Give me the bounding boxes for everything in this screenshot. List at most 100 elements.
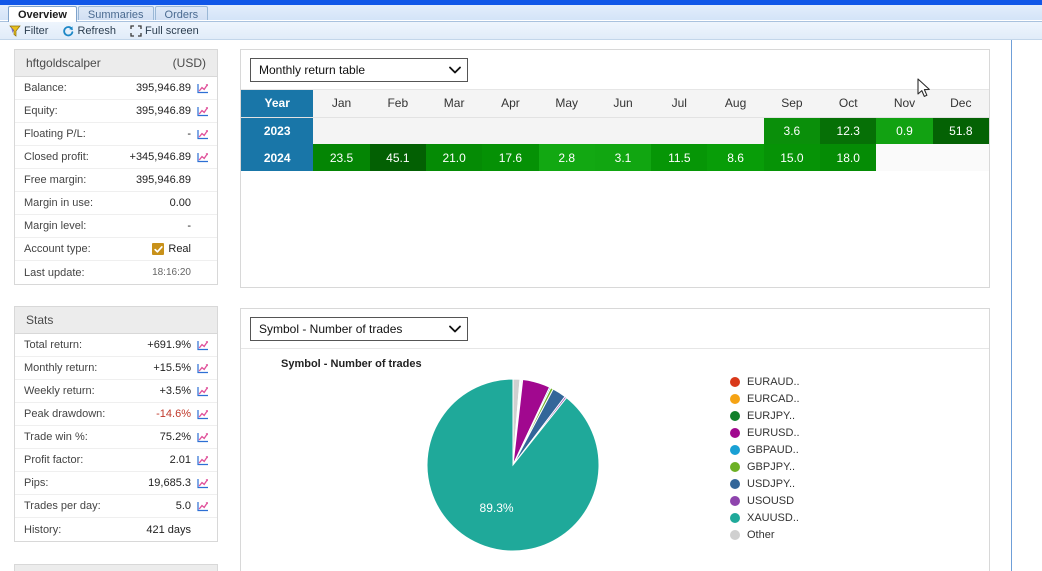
legend-label: Other [747, 528, 775, 541]
monthly-table-year-cell: 2024 [241, 144, 314, 171]
tab-orders[interactable]: Orders [154, 6, 209, 22]
account-row-list: Balance: 395,946.89 Equity: 395,946.89 Float… [15, 77, 217, 284]
stat-row: Monthly return: +15.5% [15, 357, 217, 380]
trend-chart-icon[interactable] [195, 152, 211, 163]
stat-row: Pips: 19,685.3 [15, 472, 217, 495]
filter-icon [9, 25, 21, 37]
account-value: 0.00 [169, 197, 191, 209]
trend-chart-icon[interactable] [195, 386, 211, 397]
monthly-table-cell: 21.0 [425, 144, 483, 171]
stat-label: Weekly return: [24, 385, 95, 397]
trend-chart-icon[interactable] [195, 106, 211, 117]
trend-chart-icon[interactable] [195, 455, 211, 466]
monthly-table-col-header: Mar [425, 90, 483, 118]
legend-label: USDJPY.. [747, 477, 796, 490]
monthly-view-select[interactable]: Monthly return table [250, 57, 468, 82]
account-label: Last update: [24, 266, 85, 279]
tab-overview[interactable]: Overview [8, 6, 77, 22]
pie-select-bar: Symbol - Number of trades [241, 309, 989, 349]
trend-chart-icon[interactable] [195, 478, 211, 489]
pie-legend-item[interactable]: EURCAD.. [730, 390, 800, 407]
monthly-table-row: 2023 3.6 12.3 0.9 51.8 [241, 117, 989, 144]
trend-chart-icon[interactable] [195, 409, 211, 420]
pie-legend-item[interactable]: EURUSD.. [730, 424, 800, 441]
account-type-checkbox[interactable] [152, 243, 165, 255]
stat-row: Total return: +691.9% [15, 334, 217, 357]
tab-label: Summaries [87, 8, 144, 21]
pie-slice[interactable] [426, 378, 600, 552]
monthly-table-col-header: Oct [820, 90, 877, 118]
monthly-table-col-header: Feb [369, 90, 426, 118]
stats-card-header: Stats [15, 307, 217, 334]
stat-label: Pips: [24, 477, 49, 489]
pie-legend-item[interactable]: USOUSD [730, 492, 800, 509]
monthly-table-cell: 2.8 [538, 144, 595, 171]
trend-chart-icon[interactable] [195, 83, 211, 94]
chevron-down-icon [449, 63, 461, 77]
account-row: Last update: 18:16:20 [15, 261, 217, 284]
pie-legend-item[interactable]: Other [730, 526, 800, 543]
chevron-down-icon [449, 322, 461, 336]
legend-label: GBPAUD.. [747, 443, 799, 456]
pie-legend-item[interactable]: EURAUD.. [730, 373, 800, 390]
legend-label: EURJPY.. [747, 409, 796, 422]
tab-strip: Overview Summaries Orders [0, 5, 1042, 22]
monthly-table-cell: 0.9 [876, 117, 933, 144]
account-label: Margin in use: [24, 197, 94, 209]
pie-view-select[interactable]: Symbol - Number of trades [250, 316, 468, 341]
stat-label: Trades per day: [24, 500, 101, 512]
monthly-table-cell [369, 117, 426, 144]
account-row: Free margin: 395,946.89 [15, 169, 217, 192]
pie-legend-item[interactable]: GBPJPY.. [730, 458, 800, 475]
filter-button[interactable]: Filter [9, 25, 48, 37]
monthly-table-col-header: Sep [763, 90, 821, 118]
stat-value: 2.01 [169, 454, 191, 466]
fullscreen-button[interactable]: Full screen [130, 25, 199, 37]
trend-chart-icon[interactable] [195, 340, 211, 351]
pie-chart-area: Symbol - Number of trades 89.3% EURAUD..… [241, 349, 989, 571]
legend-label: EURAUD.. [747, 375, 800, 388]
monthly-table-cell: 17.6 [482, 144, 539, 171]
pie-legend-item[interactable]: GBPAUD.. [730, 441, 800, 458]
pie-view-value: Symbol - Number of trades [259, 321, 403, 336]
trend-chart-icon[interactable] [195, 129, 211, 140]
stats-title: Stats [26, 313, 54, 327]
account-value: - [187, 128, 191, 140]
monthly-table-col-header: Jul [651, 90, 708, 118]
monthly-table-col-header: Jun [594, 90, 652, 118]
monthly-table-cell: 51.8 [932, 117, 989, 144]
tab-summaries[interactable]: Summaries [77, 6, 154, 22]
account-row: Equity: 395,946.89 [15, 100, 217, 123]
account-row: Account type: Real [15, 238, 217, 261]
pie-legend-item[interactable]: EURJPY.. [730, 407, 800, 424]
account-label: Free margin: [24, 174, 87, 186]
account-row: Margin in use: 0.00 [15, 192, 217, 215]
refresh-button[interactable]: Refresh [62, 25, 116, 37]
monthly-table-cell: 11.5 [651, 144, 708, 171]
pie-legend-item[interactable]: USDJPY.. [730, 475, 800, 492]
monthly-table-body: 2023 3.6 12.3 0.9 51.8 2024 23.5 45.1 21.0 17.6 2.… [241, 117, 989, 171]
trend-chart-icon[interactable] [195, 363, 211, 374]
stat-row: Trade win %: 75.2% [15, 426, 217, 449]
monthly-table-col-header: Dec [932, 90, 989, 118]
stat-label: Monthly return: [24, 362, 98, 374]
toolbar: Filter Refresh Full screen [0, 22, 1042, 40]
pie-legend-item[interactable]: XAUUSD.. [730, 509, 800, 526]
stat-row: History: 421 days [15, 518, 217, 541]
trend-chart-icon[interactable] [195, 432, 211, 443]
account-value: +345,946.89 [129, 151, 191, 163]
stat-label: Profit factor: [24, 454, 84, 466]
account-name: hftgoldscalper [26, 56, 101, 70]
legend-color-dot [730, 393, 740, 404]
monthly-table-cell [932, 144, 989, 171]
monthly-table-cell: 45.1 [369, 144, 426, 171]
account-type-text: Real [168, 243, 191, 255]
monthly-table-cell: 15.0 [763, 144, 821, 171]
account-value: 395,946.89 [135, 82, 191, 94]
account-value: 18:16:20 [152, 267, 191, 278]
stat-value: 75.2% [159, 431, 191, 443]
browser-chrome-bar [0, 0, 1042, 5]
monthly-table-head: Year Jan Feb Mar Apr May Jun Jul Aug Sep Oct Nov Dec [241, 90, 989, 118]
trend-chart-icon[interactable] [195, 501, 211, 512]
stat-value: +691.9% [147, 339, 191, 351]
